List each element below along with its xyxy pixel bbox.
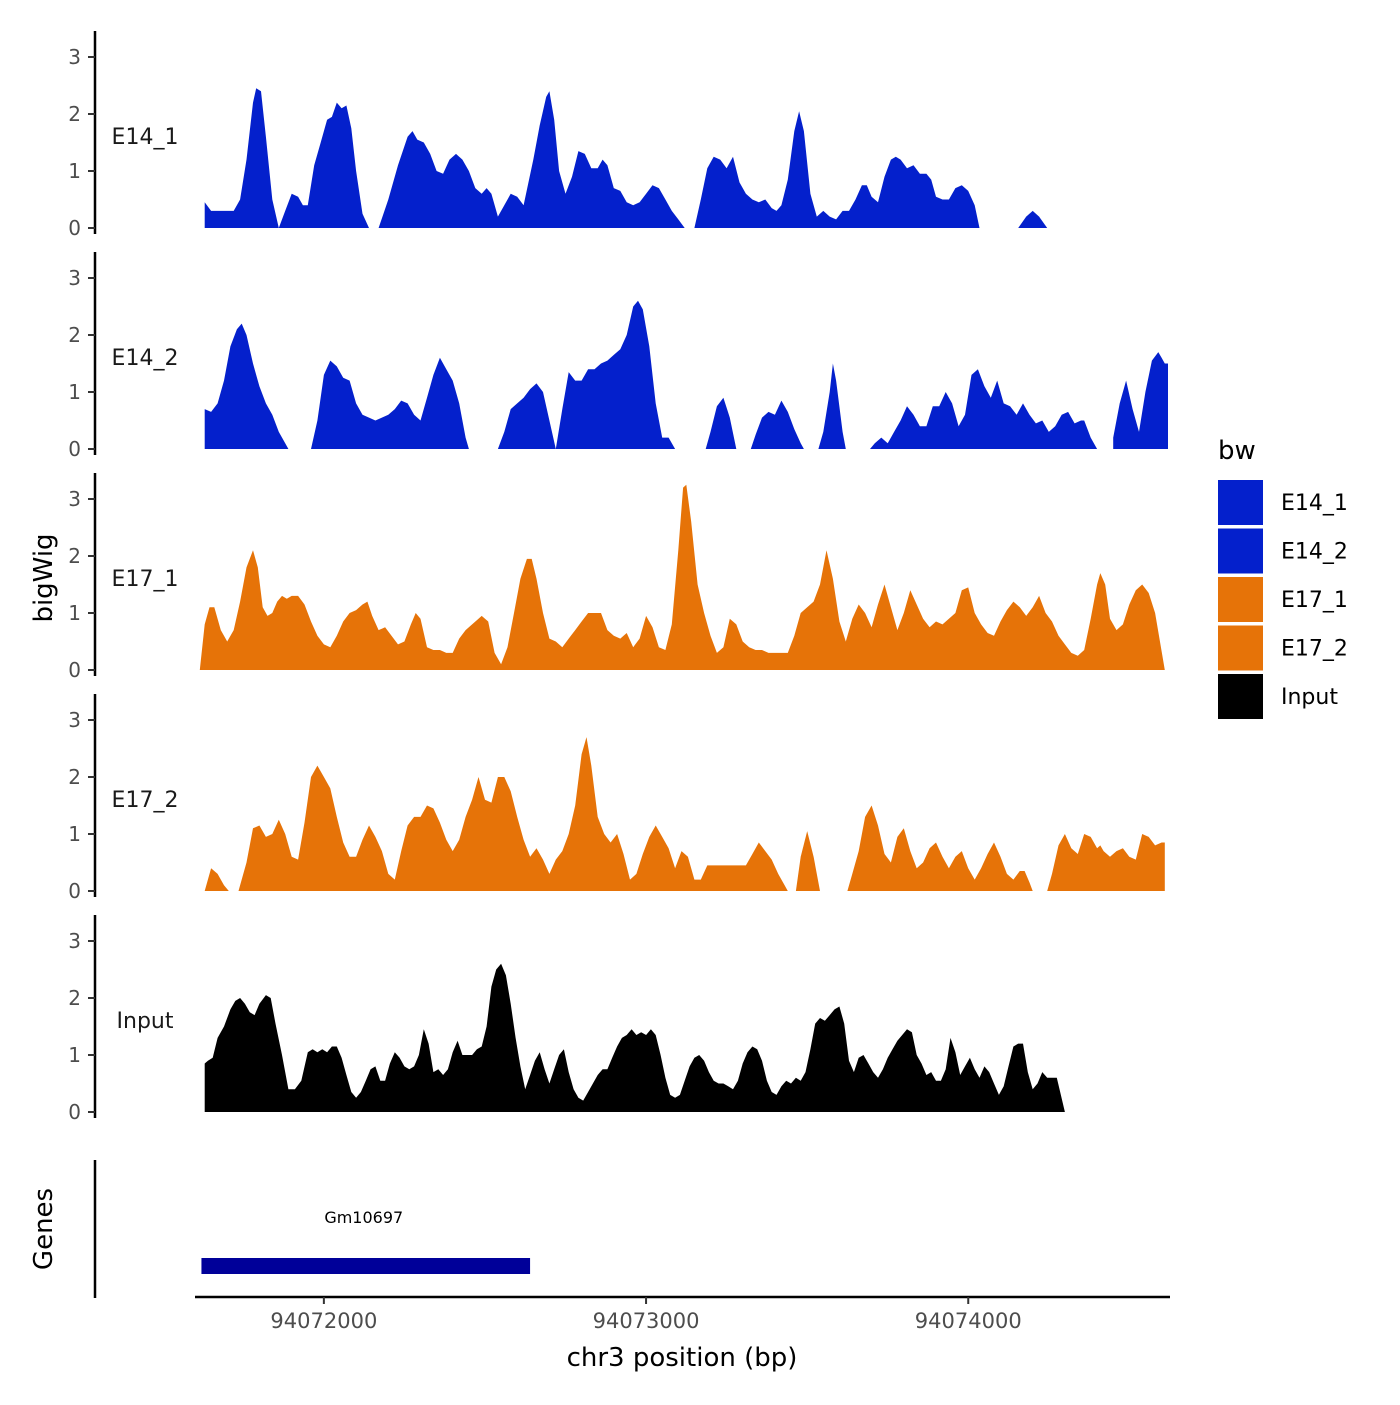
genes-track-label: Genes: [29, 1188, 59, 1270]
panel-e17-2: 0 1 2 3 E17_2: [68, 694, 1165, 903]
panel-e14-1: 0 1 2 3 E14_1: [68, 31, 1048, 240]
y-tick-label: 3: [68, 708, 81, 732]
y-tick-label: 0: [68, 879, 81, 903]
legend-label-e14-2: E14_2: [1281, 540, 1348, 565]
area-e14-2: [311, 357, 469, 449]
area-e17-2: [795, 831, 820, 891]
area-e17-2: [238, 737, 788, 891]
panel-e17-1: 0 1 2 3 E17_1: [68, 473, 1165, 682]
gene-bar-gm10697: [201, 1258, 531, 1274]
legend-label-input: Input: [1281, 685, 1338, 710]
y-tick-label: 0: [68, 658, 81, 682]
y-tick-label: 1: [68, 822, 81, 846]
area-e14-2: [870, 369, 1098, 449]
gene-label-gm10697: Gm10697: [324, 1208, 403, 1227]
x-tick-label: 94074000: [915, 1309, 1022, 1333]
y-axis-title: bigWig: [29, 533, 59, 622]
y-tick-label: 3: [68, 929, 81, 953]
legend-label-e17-2: E17_2: [1281, 637, 1348, 662]
track-label-e14-2: E14_2: [112, 346, 179, 371]
area-e14-2: [818, 363, 846, 449]
track-panels: 0 1 2 3 E14_1 0 1 2 3 E14_2 0 1 2 3 E17_1 0 1 2 3 E17_2 0 1 2 3…: [68, 31, 1168, 1124]
area-e14-1: [378, 91, 685, 228]
y-tick-label: 3: [68, 487, 81, 511]
area-e17-2: [1047, 834, 1165, 891]
x-axis: 94072000 94073000 94074000: [195, 1295, 1170, 1333]
track-label-e17-2: E17_2: [112, 788, 179, 813]
track-label-e14-1: E14_1: [112, 125, 179, 150]
area-e14-1: [694, 111, 980, 228]
x-axis-title: chr3 position (bp): [567, 1343, 798, 1373]
legend-swatch-e14-1: [1218, 480, 1263, 525]
track-label-input: Input: [117, 1009, 174, 1034]
legend-swatch-e17-2: [1218, 625, 1263, 671]
area-input: [204, 963, 1065, 1112]
y-tick-label: 2: [68, 765, 81, 789]
panel-input: 0 1 2 3 Input: [68, 915, 1065, 1124]
area-e14-2: [204, 323, 289, 449]
y-tick-label: 2: [68, 544, 81, 568]
y-tick-label: 2: [68, 986, 81, 1010]
y-tick-label: 0: [68, 216, 81, 240]
y-tick-label: 2: [68, 323, 81, 347]
y-tick-label: 3: [68, 45, 81, 69]
y-tick-label: 0: [68, 437, 81, 461]
y-tick-label: 1: [68, 159, 81, 183]
track-label-e17-1: E17_1: [112, 567, 179, 592]
genes-track: Genes Gm10697: [29, 1160, 531, 1298]
area-e14-1: [204, 88, 369, 228]
legend-label-e14-1: E14_1: [1281, 491, 1348, 516]
y-tick-label: 1: [68, 601, 81, 625]
legend-label-e17-1: E17_1: [1281, 588, 1348, 613]
legend-swatch-input: [1218, 674, 1263, 719]
area-e17-1: [199, 484, 1165, 670]
area-e14-1: [1018, 210, 1048, 228]
area-e17-2: [847, 805, 1033, 891]
y-tick-label: 2: [68, 102, 81, 126]
x-tick-label: 94072000: [270, 1309, 377, 1333]
legend-swatch-e14-2: [1218, 528, 1263, 574]
area-e14-2: [750, 400, 804, 449]
area-e14-2: [1113, 352, 1168, 449]
panel-e14-2: 0 1 2 3 E14_2: [68, 252, 1168, 461]
legend-swatch-e17-1: [1218, 577, 1263, 622]
area-e14-2: [497, 300, 676, 449]
y-tick-label: 1: [68, 1043, 81, 1067]
area-e14-2: [705, 397, 737, 449]
legend-title: bw: [1218, 436, 1256, 466]
y-tick-label: 3: [68, 266, 81, 290]
legend: bw E14_1 E14_2 E17_1 E17_2 Input: [1218, 436, 1348, 719]
x-tick-label: 94073000: [593, 1309, 700, 1333]
y-tick-label: 0: [68, 1100, 81, 1124]
y-tick-label: 1: [68, 380, 81, 404]
area-e17-2: [204, 868, 229, 891]
